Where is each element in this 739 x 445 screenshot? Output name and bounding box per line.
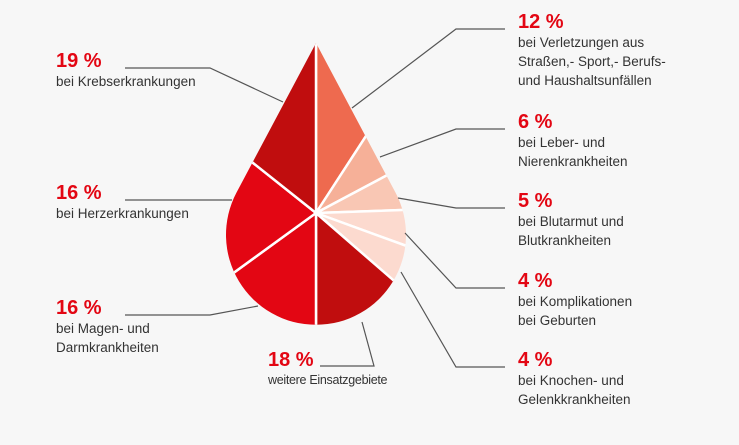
leader-line-4 — [400, 271, 505, 368]
slice-label-6: 16 % bei Magen- und Darmkrankheiten — [56, 297, 159, 355]
slice-label-8: 19 % bei Krebserkrankungen — [56, 50, 196, 89]
slice-label-1: 6 % bei Leber- und Nierenkrankheiten — [518, 111, 628, 169]
slice-label-2: 5 % bei Blutarmut und Blutkrankheiten — [518, 190, 624, 248]
leader-line-3 — [404, 232, 505, 289]
slice-label-0: 12 % bei Verletzungen aus Straßen,- Sport… — [518, 11, 666, 88]
leader-line-2 — [397, 197, 505, 209]
leader-line-5 — [320, 321, 375, 367]
leader-line-6 — [125, 305, 259, 316]
slice-label-7: 16 % bei Herzerkrankungen — [56, 182, 189, 221]
slice-label-5: 18 % weitere Einsatzgebiete — [268, 349, 388, 387]
leader-line-1 — [379, 128, 505, 158]
slice-label-4: 4 % bei Knochen- und Gelenkkrankheiten — [518, 349, 631, 407]
slice-label-3: 4 % bei Komplikationen bei Geburten — [518, 270, 633, 328]
leader-line-8 — [125, 67, 284, 103]
leader-line-0 — [351, 28, 505, 109]
